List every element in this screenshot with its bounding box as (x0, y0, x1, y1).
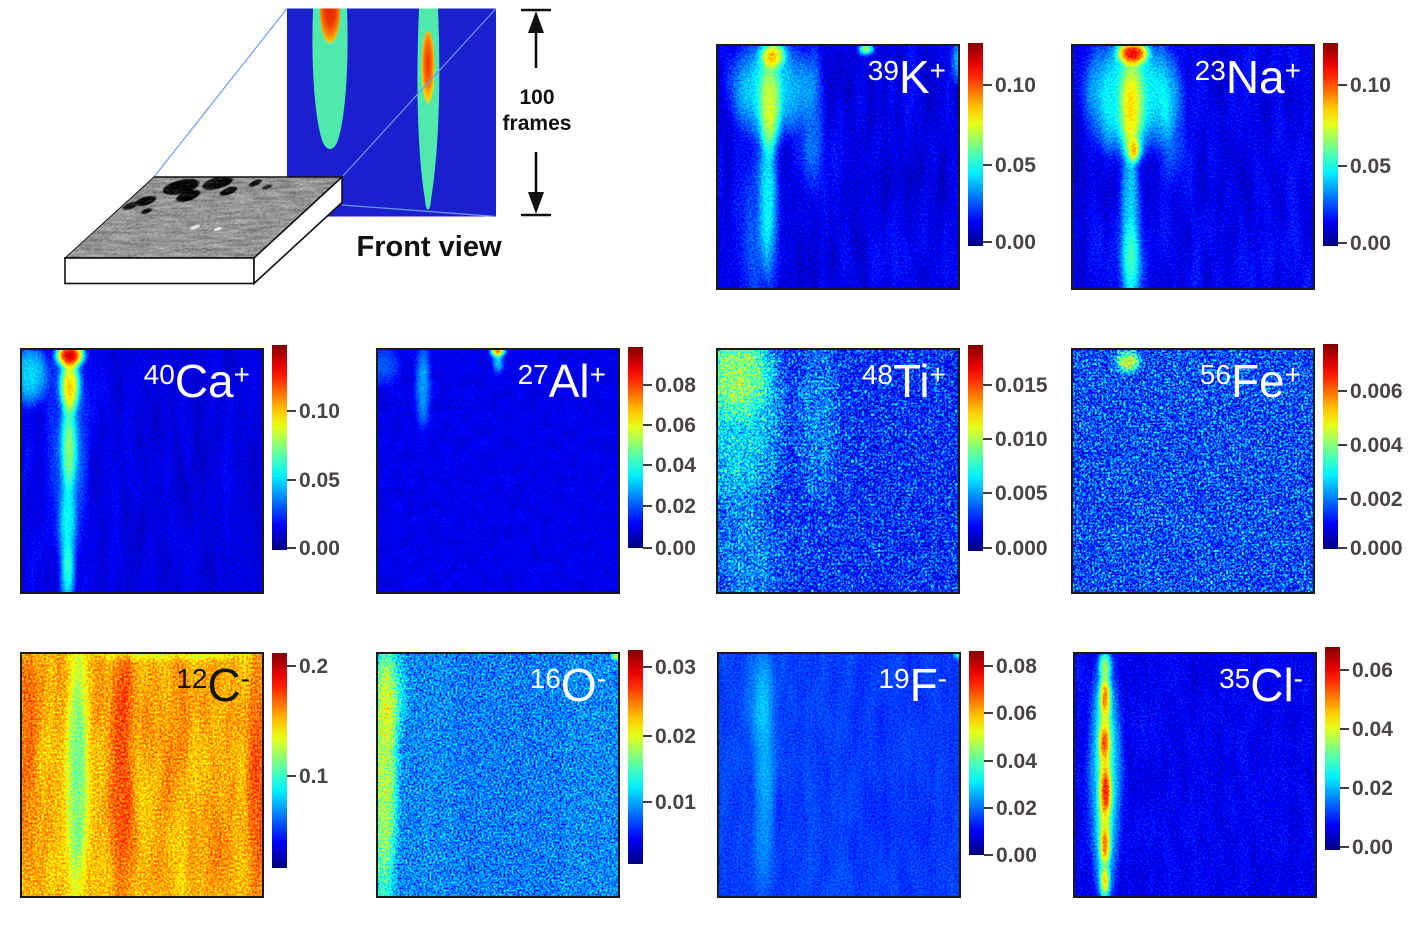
svg-text:Front view: Front view (356, 231, 501, 263)
svg-text:100: 100 (519, 86, 554, 109)
svg-text:frames: frames (503, 112, 572, 135)
